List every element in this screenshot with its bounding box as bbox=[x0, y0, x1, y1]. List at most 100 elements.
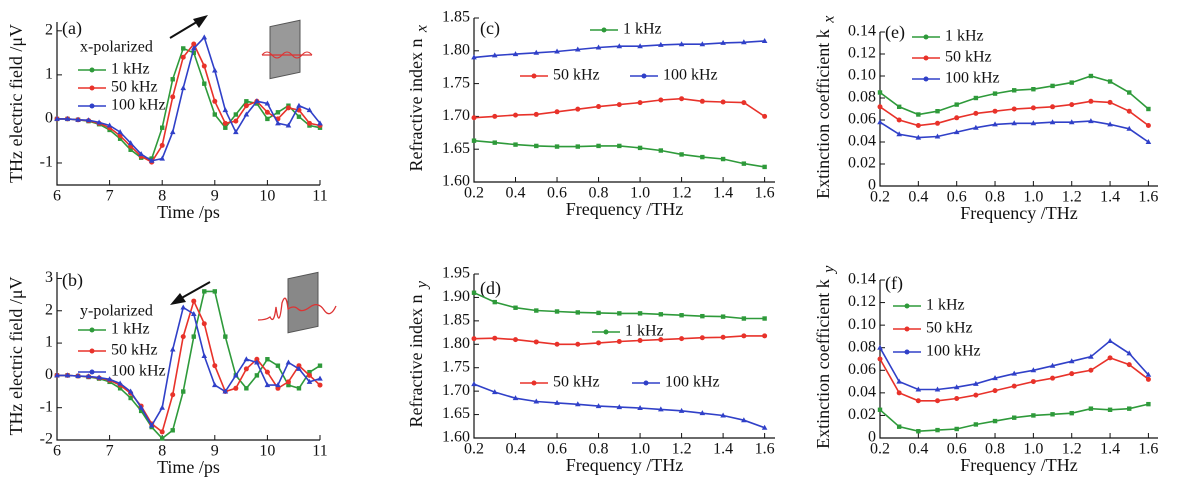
x-tick-label: 10 bbox=[259, 188, 275, 205]
marker bbox=[54, 115, 60, 121]
legend-label: 100 kHz bbox=[111, 363, 166, 380]
legend-marker bbox=[904, 326, 910, 332]
y-tick-label: 1.95 bbox=[442, 265, 470, 282]
legend-label: 100 kHz bbox=[111, 97, 166, 114]
y-tick-label: 0.10 bbox=[848, 67, 876, 84]
marker bbox=[201, 353, 208, 358]
marker bbox=[201, 63, 207, 69]
marker bbox=[992, 91, 998, 96]
marker bbox=[1012, 415, 1017, 420]
marker bbox=[992, 388, 998, 394]
marker bbox=[285, 122, 292, 128]
x-tick-label: 11 bbox=[312, 443, 327, 460]
x-tick-label: 9 bbox=[211, 188, 219, 205]
marker bbox=[699, 335, 705, 341]
marker bbox=[575, 144, 580, 149]
x-tick-label: 6 bbox=[53, 188, 61, 205]
y-tick-label: 1.65 bbox=[442, 405, 470, 422]
marker bbox=[1145, 139, 1152, 144]
panel-label: (b) bbox=[62, 270, 83, 291]
marker bbox=[492, 140, 497, 145]
marker bbox=[181, 46, 186, 51]
marker bbox=[575, 106, 581, 112]
x-tick-label: 1.4 bbox=[1100, 189, 1120, 206]
marker bbox=[275, 363, 281, 368]
legend-label: 50 kHz bbox=[553, 374, 600, 391]
axis bbox=[56, 272, 320, 441]
marker bbox=[1031, 87, 1036, 92]
marker bbox=[1127, 90, 1132, 95]
marker bbox=[1146, 106, 1151, 112]
marker bbox=[170, 392, 176, 398]
legend-marker bbox=[923, 55, 929, 61]
panel-label: (c) bbox=[480, 18, 500, 39]
marker bbox=[595, 44, 602, 50]
marker bbox=[491, 389, 498, 395]
marker bbox=[992, 108, 998, 114]
marker bbox=[117, 129, 123, 135]
marker bbox=[1088, 118, 1094, 124]
marker bbox=[616, 404, 623, 410]
marker bbox=[1049, 119, 1056, 125]
marker bbox=[471, 138, 477, 143]
marker bbox=[761, 37, 768, 43]
y-tick-label: -2 bbox=[40, 431, 53, 448]
marker bbox=[896, 378, 902, 384]
marker bbox=[534, 143, 539, 149]
x-tick-label: 0.2 bbox=[464, 185, 484, 202]
marker bbox=[160, 125, 165, 130]
annotation: x-polarized bbox=[80, 39, 153, 56]
marker bbox=[762, 333, 768, 339]
marker bbox=[915, 134, 922, 140]
marker bbox=[128, 395, 133, 401]
y-tick-label: 2 bbox=[45, 301, 53, 318]
marker bbox=[1069, 80, 1074, 85]
marker bbox=[1069, 410, 1074, 416]
marker bbox=[96, 119, 102, 125]
marker bbox=[264, 100, 271, 106]
marker bbox=[954, 115, 960, 121]
marker bbox=[896, 104, 902, 109]
marker bbox=[679, 152, 684, 157]
y-tick-label: 1.70 bbox=[442, 107, 470, 124]
marker bbox=[64, 372, 71, 378]
marker bbox=[159, 404, 165, 410]
marker bbox=[1050, 104, 1056, 110]
marker bbox=[935, 120, 941, 126]
panel-label: (a) bbox=[62, 18, 82, 39]
marker bbox=[574, 401, 581, 407]
marker bbox=[1088, 353, 1094, 359]
marker bbox=[275, 120, 281, 126]
marker bbox=[243, 356, 250, 362]
marker bbox=[741, 316, 747, 321]
marker bbox=[658, 41, 664, 47]
marker bbox=[317, 363, 323, 368]
legend-marker bbox=[89, 348, 95, 354]
marker bbox=[934, 133, 941, 139]
annotation: y-polarized bbox=[80, 303, 153, 320]
x-tick-label: 10 bbox=[259, 443, 275, 460]
y-tick-label: 0 bbox=[45, 366, 53, 383]
marker bbox=[973, 380, 979, 386]
marker bbox=[264, 382, 271, 388]
marker bbox=[741, 100, 747, 106]
legend-label: 1 kHz bbox=[623, 21, 662, 38]
marker bbox=[492, 335, 498, 341]
marker bbox=[212, 382, 218, 388]
marker bbox=[554, 341, 560, 347]
marker bbox=[127, 388, 134, 394]
marker bbox=[915, 123, 921, 128]
marker bbox=[222, 388, 229, 394]
marker bbox=[492, 113, 498, 119]
marker bbox=[1107, 407, 1113, 412]
marker bbox=[1011, 383, 1017, 389]
marker bbox=[575, 310, 580, 315]
arrow-a bbox=[169, 15, 208, 39]
panel-label: (e) bbox=[885, 22, 905, 43]
marker bbox=[554, 109, 560, 115]
marker bbox=[254, 356, 260, 362]
marker bbox=[954, 396, 960, 401]
marker bbox=[935, 427, 940, 433]
marker bbox=[1107, 99, 1113, 105]
x-tick-label: 8 bbox=[158, 443, 166, 460]
